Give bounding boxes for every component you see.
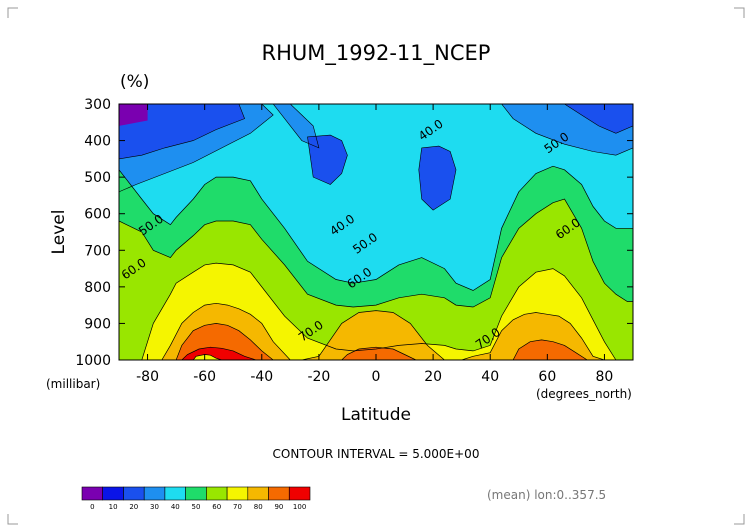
colorbar-swatch-1 bbox=[102, 486, 124, 501]
footer-note: (mean) lon:0..357.5 bbox=[487, 488, 606, 502]
colorbar-label-8: 80 bbox=[254, 503, 263, 511]
chart-title: RHUM_1992-11_NCEP bbox=[262, 41, 491, 66]
colorbar-label-1: 10 bbox=[109, 503, 118, 511]
colorbar-label-0: 0 bbox=[90, 503, 94, 511]
colorbar-label-4: 40 bbox=[171, 503, 180, 511]
x-axis: -80 -60 -40 -20 0 20 40 60 80 bbox=[136, 104, 613, 385]
moist-contour-2 bbox=[119, 104, 274, 193]
colorbar-swatch-5 bbox=[185, 486, 207, 501]
colorbar-label-3: 30 bbox=[150, 503, 159, 511]
y-tick-label-6: 900 bbox=[84, 316, 111, 332]
y-tick-label-5: 800 bbox=[84, 280, 111, 296]
moist-contour-4 bbox=[501, 104, 633, 156]
contour-line-6 bbox=[119, 354, 633, 360]
moist-region-4 bbox=[564, 104, 633, 134]
x-tick-label-7: 60 bbox=[538, 369, 556, 385]
contour-line-3 bbox=[119, 302, 633, 360]
y-tick-label-3: 600 bbox=[84, 207, 111, 223]
colorbar-label-10: 100 bbox=[293, 503, 306, 511]
x-tick-label-1: -60 bbox=[193, 369, 216, 385]
contour-interval-note: CONTOUR INTERVAL = 5.000E+00 bbox=[273, 447, 480, 461]
moist-region-3 bbox=[119, 104, 245, 159]
moist-contour-0 bbox=[119, 104, 245, 160]
colorbar-swatch-9 bbox=[268, 486, 290, 501]
contour-line-2 bbox=[119, 262, 633, 360]
moist-contour-5 bbox=[307, 134, 348, 185]
moist-region-6 bbox=[418, 146, 456, 211]
contour-line-0 bbox=[119, 165, 633, 360]
contour-line-4 bbox=[119, 323, 633, 360]
colorbar-label-7: 70 bbox=[233, 503, 242, 511]
y-axis: 300 400 500 600 700 800 900 1000 bbox=[75, 97, 633, 369]
x-units: (degrees_north) bbox=[536, 387, 632, 401]
colorbar-label-5: 50 bbox=[192, 503, 201, 511]
colorbar-swatch-7 bbox=[226, 486, 249, 501]
colorbar-label-6: 60 bbox=[212, 503, 221, 511]
y-units: (millibar) bbox=[46, 377, 100, 391]
y-tick-label-0: 300 bbox=[84, 97, 111, 113]
x-axis-title: Latitude bbox=[341, 405, 411, 425]
contour-band-4 bbox=[119, 323, 633, 360]
x-tick-label-8: 80 bbox=[596, 369, 614, 385]
units-label: (%) bbox=[120, 72, 149, 92]
moist-contour-1 bbox=[563, 104, 633, 134]
colorbar-swatch-3 bbox=[143, 486, 166, 501]
colorbar-label-2: 20 bbox=[129, 503, 138, 511]
colorbar: 0 10 20 30 40 50 60 70 80 90 100 bbox=[81, 486, 311, 511]
colorbar-swatch-2 bbox=[123, 486, 145, 501]
contour-fills bbox=[119, 104, 633, 360]
top-dry-region-1 bbox=[119, 104, 148, 126]
colorbar-swatch-10 bbox=[288, 486, 311, 501]
colorbar-swatch-6 bbox=[206, 486, 228, 501]
x-tick-label-2: -40 bbox=[250, 369, 273, 385]
colorbar-swatch-4 bbox=[164, 486, 186, 501]
y-tick-label-7: 1000 bbox=[75, 353, 111, 369]
y-axis-title: Level bbox=[49, 210, 69, 255]
y-tick-label-2: 500 bbox=[84, 170, 111, 186]
colorbar-label-9: 90 bbox=[274, 503, 283, 511]
y-tick-label-4: 700 bbox=[84, 243, 111, 259]
x-tick-label-4: 0 bbox=[372, 369, 381, 385]
contour-band-5 bbox=[119, 347, 633, 360]
y-tick-label-1: 400 bbox=[84, 134, 111, 150]
moist-contour-6 bbox=[418, 145, 457, 211]
contour-line-1 bbox=[119, 198, 633, 360]
x-tick-label-6: 40 bbox=[481, 369, 499, 385]
corner-marks bbox=[7, 7, 745, 525]
x-tick-label-3: -20 bbox=[307, 369, 330, 385]
contour-lines bbox=[119, 104, 633, 360]
colorbar-swatch-8 bbox=[247, 486, 269, 501]
x-tick-label-0: -80 bbox=[136, 369, 159, 385]
contour-line-5 bbox=[119, 346, 633, 360]
colorbar-swatch-0 bbox=[81, 486, 104, 501]
moist-contour-3 bbox=[272, 104, 320, 149]
x-tick-label-5: 20 bbox=[424, 369, 442, 385]
